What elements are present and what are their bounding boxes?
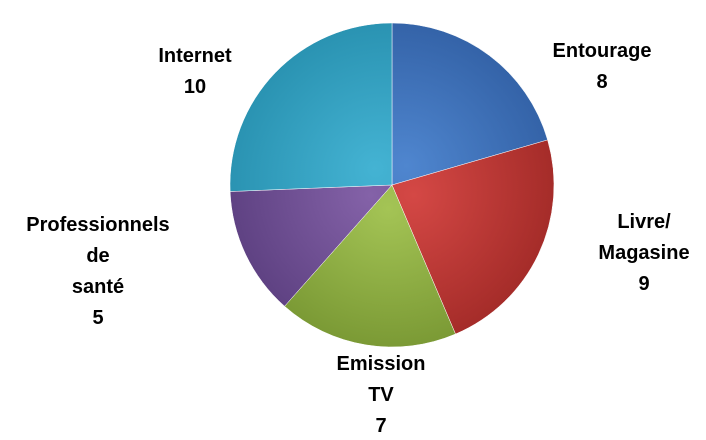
- slice-value-label: 10: [184, 76, 206, 98]
- slice-category-label: Livre/: [617, 211, 671, 233]
- pie-slices: [229, 22, 555, 348]
- slice-value-label: 5: [92, 307, 103, 329]
- pie-slice-livre-magasine: [391, 139, 555, 335]
- pie-slice-emission-tv: [284, 184, 456, 348]
- slice-label-internet: Internet 10: [158, 45, 232, 98]
- slice-label-emission-tv: Emission TV 7: [337, 353, 426, 437]
- slice-category-label: Professionnels: [26, 214, 169, 236]
- slice-labels: Entourage 8 Livre/Magasine 9 Emission TV 7 Prof…: [26, 40, 689, 437]
- slice-value-label: 9: [638, 273, 649, 295]
- slice-label-entourage: Entourage 8: [553, 40, 652, 93]
- slice-category-label: Emission: [337, 353, 426, 375]
- slice-value-label: 8: [596, 71, 607, 93]
- pie-slice-entourage: [391, 22, 548, 186]
- slice-category-label: santé: [72, 276, 124, 298]
- slice-value-label: 7: [375, 415, 386, 437]
- pie-slice-internet: [229, 22, 393, 192]
- slice-label-professionnels-de-sante: Professionnels de santé 5: [26, 214, 169, 329]
- pie-slice-professionnels-de-sante: [229, 184, 393, 307]
- slice-category-label: Entourage: [553, 40, 652, 62]
- slice-category-label: de: [86, 245, 109, 267]
- slice-category-label: Internet: [158, 45, 232, 67]
- slice-label-livre-magasine: Livre/Magasine 9: [598, 211, 689, 295]
- slice-category-label: Magasine: [598, 242, 689, 264]
- slice-category-label: TV: [368, 384, 394, 406]
